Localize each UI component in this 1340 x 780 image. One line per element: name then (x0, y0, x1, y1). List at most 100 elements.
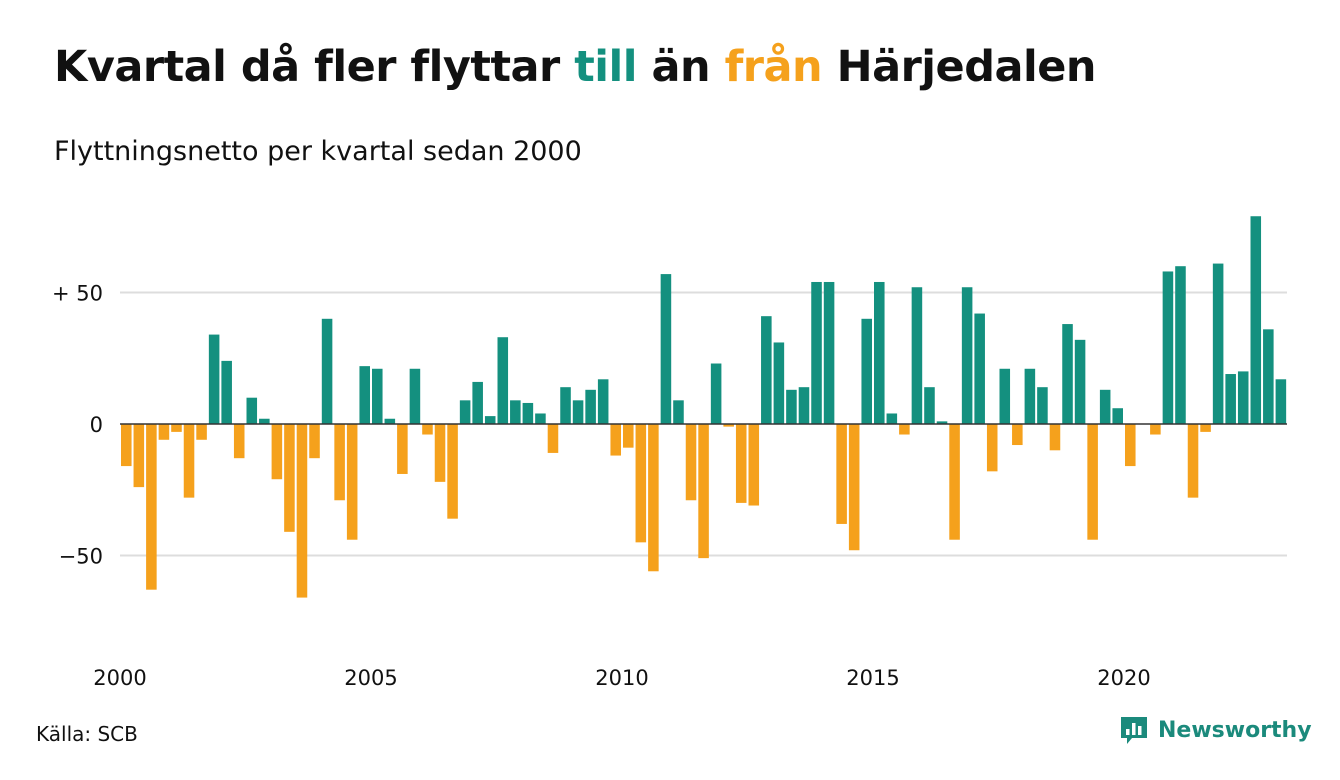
x-tick-label: 2010 (595, 666, 648, 690)
title-part-5: Härjedalen (822, 42, 1097, 92)
bar-2022-Q1 (1225, 374, 1236, 424)
bar-2021-Q4 (1212, 263, 1224, 424)
bar-2010-Q2 (635, 424, 647, 543)
title-part-3: än (636, 42, 725, 92)
bar-2007-Q2 (484, 416, 496, 424)
bar-2022-Q2 (1237, 371, 1249, 424)
bar-2011-Q2 (685, 424, 697, 501)
bar-2004-Q2 (334, 424, 345, 501)
bar-2001-Q3 (196, 424, 207, 440)
bar-2009-Q2 (585, 389, 596, 424)
bar-2020-Q1 (1125, 424, 1136, 467)
bar-2019-Q1 (1074, 339, 1086, 424)
bar-2021-Q1 (1175, 266, 1186, 424)
title-highlight-fran: från (724, 42, 823, 92)
bar-2014-Q1 (823, 281, 835, 424)
bar-2023-Q1 (1275, 379, 1287, 424)
bar-2006-Q1 (422, 424, 433, 435)
bar-2000-Q1 (121, 424, 132, 467)
bar-2002-Q1 (221, 360, 232, 424)
y-tick-label: 0 (90, 413, 103, 437)
bar-2019-Q2 (1087, 424, 1098, 540)
bar-2012-Q1 (723, 424, 734, 427)
bar-2018-Q4 (1062, 324, 1073, 424)
bar-2007-Q3 (497, 337, 509, 424)
bar-2020-Q3 (1150, 424, 1161, 435)
bar-2003-Q4 (309, 424, 320, 459)
x-tick-label: 2015 (846, 666, 899, 690)
bar-2021-Q3 (1200, 424, 1211, 432)
newsworthy-logo: Newsworthy (1118, 714, 1312, 746)
bar-2020-Q4 (1162, 271, 1174, 424)
bar-2015-Q2 (886, 413, 898, 424)
bar-2005-Q3 (397, 424, 408, 474)
x-tick-label: 2000 (93, 666, 146, 690)
bar-2017-Q4 (1012, 424, 1023, 446)
bar-2004-Q4 (359, 366, 370, 424)
newsworthy-logo-icon (1121, 717, 1147, 744)
bar-2004-Q3 (346, 424, 358, 540)
bar-2010-Q3 (648, 424, 659, 572)
bar-2005-Q2 (384, 418, 396, 424)
bar-2013-Q1 (773, 342, 785, 424)
bar-2013-Q4 (811, 281, 822, 424)
bar-2010-Q4 (660, 274, 672, 424)
bar-2013-Q2 (786, 389, 797, 424)
bar-2003-Q2 (284, 424, 295, 532)
bar-2000-Q3 (146, 424, 157, 590)
bar-2013-Q3 (798, 387, 810, 424)
bar-2012-Q4 (761, 316, 772, 424)
bar-2011-Q4 (710, 363, 722, 424)
x-tick-label: 2005 (344, 666, 397, 690)
bar-2016-Q1 (924, 387, 935, 424)
bar-2002-Q4 (259, 418, 270, 424)
bar-2014-Q3 (848, 424, 860, 551)
y-tick-label: + 50 (52, 282, 103, 306)
chart-title: Kvartal då fler flyttar till än från Här… (54, 42, 1097, 92)
x-axis-ticks: 2000 2005 2010 2015 2020 (93, 666, 1150, 690)
bar-2006-Q2 (434, 424, 446, 482)
bar-2009-Q4 (610, 424, 621, 456)
brand-name: Newsworthy (1158, 717, 1312, 743)
bar-2018-Q1 (1024, 368, 1036, 424)
bar-2018-Q3 (1049, 424, 1061, 451)
bar-2002-Q2 (233, 424, 245, 459)
bar-2004-Q1 (321, 318, 333, 424)
bar-2021-Q2 (1187, 424, 1199, 498)
bar-2001-Q4 (208, 334, 220, 424)
title-highlight-till: till (574, 42, 637, 92)
bar-2022-Q3 (1250, 216, 1262, 424)
bar-2008-Q4 (560, 387, 571, 424)
bar-2007-Q1 (472, 381, 483, 424)
bar-2007-Q4 (510, 400, 521, 424)
bar-2009-Q1 (572, 400, 584, 424)
bar-2015-Q3 (899, 424, 910, 435)
title-part-1: Kvartal då fler flyttar (54, 42, 575, 92)
bar-2011-Q3 (698, 424, 709, 559)
bar-2010-Q1 (623, 424, 634, 448)
bar-2005-Q1 (372, 368, 383, 424)
bar-2016-Q3 (949, 424, 960, 540)
bar-2000-Q4 (158, 424, 170, 440)
bar-2006-Q3 (447, 424, 458, 519)
bar-2018-Q2 (1037, 387, 1048, 424)
bar-2017-Q2 (986, 424, 998, 472)
source-note: Källa: SCB (36, 722, 138, 746)
bar-2017-Q3 (999, 368, 1011, 424)
bar-2003-Q3 (296, 424, 308, 598)
bar-2008-Q2 (535, 413, 546, 424)
bar-2016-Q2 (936, 421, 948, 424)
bar-2009-Q3 (597, 379, 609, 424)
y-tick-label: −50 (59, 545, 103, 569)
bar-2019-Q3 (1099, 389, 1111, 424)
bar-2019-Q4 (1112, 408, 1123, 424)
bar-2012-Q2 (735, 424, 747, 503)
bar-2001-Q2 (183, 424, 195, 498)
bar-2017-Q1 (974, 313, 985, 424)
chart-subtitle: Flyttningsnetto per kvartal sedan 2000 (54, 136, 582, 167)
bar-2014-Q2 (836, 424, 847, 524)
bars (121, 216, 1287, 598)
bar-2015-Q1 (874, 281, 885, 424)
bar-2012-Q3 (748, 424, 760, 506)
